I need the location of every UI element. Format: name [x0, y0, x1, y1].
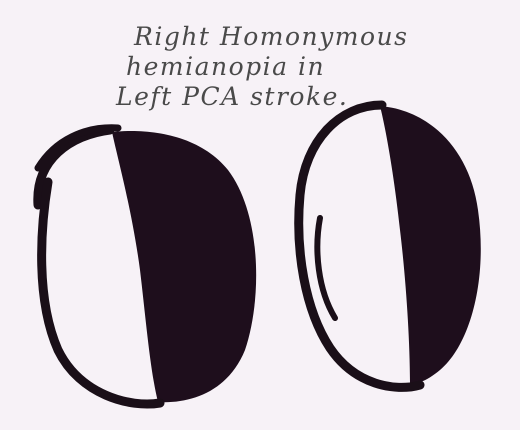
caption-line-3: Left PCA stroke. [116, 82, 349, 111]
diagram-caption: Right Homonymous hemianopia in Left PCA … [110, 22, 410, 112]
caption-line-2: hemianopia in [126, 52, 326, 81]
left-eye-outline-top [34, 124, 122, 172]
right-eye-visual-field [294, 100, 481, 392]
right-eye-outline [294, 100, 425, 392]
right-eye-field-defect [380, 106, 481, 385]
left-eye-visual-field [33, 124, 257, 409]
left-eye-field-defect [112, 130, 257, 403]
left-eye-outline-left [37, 177, 165, 409]
left-eye-outline [33, 125, 115, 210]
caption-line-1: Right Homonymous [134, 22, 409, 51]
right-eye-inner-stroke [314, 215, 338, 321]
